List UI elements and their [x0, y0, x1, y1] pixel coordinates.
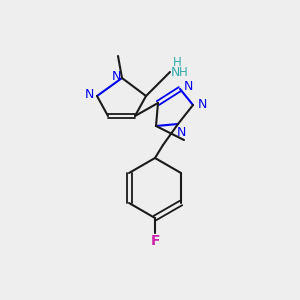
Text: N: N: [170, 65, 180, 79]
Text: N: N: [176, 125, 186, 139]
Text: H: H: [178, 67, 188, 80]
Text: N: N: [183, 80, 193, 92]
Text: F: F: [150, 234, 160, 248]
Text: N: N: [84, 88, 94, 101]
Text: N: N: [197, 98, 207, 112]
Text: H: H: [172, 56, 182, 70]
Text: N: N: [111, 70, 121, 83]
